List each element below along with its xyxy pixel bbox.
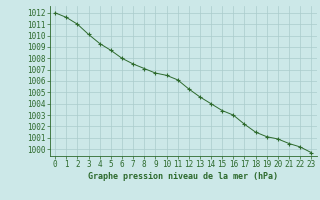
X-axis label: Graphe pression niveau de la mer (hPa): Graphe pression niveau de la mer (hPa) <box>88 172 278 181</box>
